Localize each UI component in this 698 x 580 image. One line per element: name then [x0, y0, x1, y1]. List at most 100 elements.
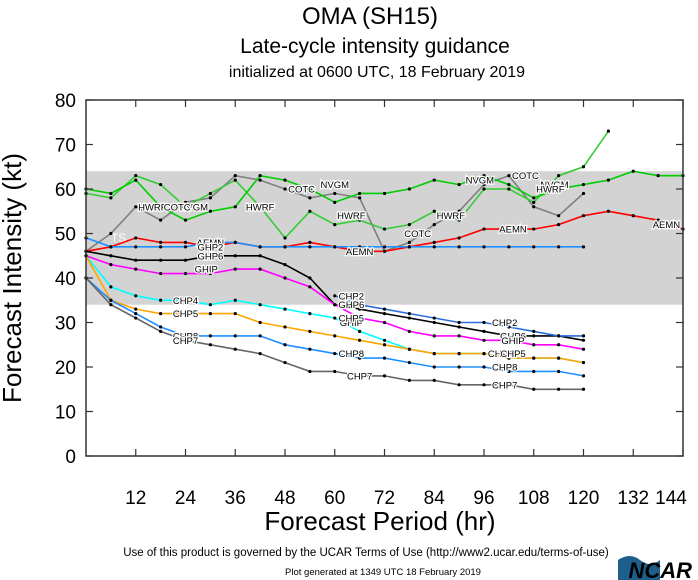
data-point-cotc: [656, 174, 660, 178]
data-point-chp7: [382, 374, 387, 378]
data-point-chp2: [358, 303, 362, 307]
data-point-ghip: [532, 343, 536, 347]
data-point-cotc: [482, 174, 486, 178]
data-point-hwrf: [507, 187, 511, 191]
data-point-chp4: [134, 294, 138, 298]
data-point-hwrf: [432, 209, 436, 213]
data-point-ghp6: [482, 329, 486, 333]
data-point-chp2: [333, 294, 337, 298]
data-point-chp4: [382, 338, 387, 342]
data-point-chp8: [208, 334, 212, 338]
data-point-ghp2: [532, 245, 536, 249]
series-label-hwrf: HWRF: [138, 202, 167, 213]
data-point-nvgm: [581, 191, 586, 196]
series-label-aemn: AEMN: [197, 238, 225, 249]
data-point-ghp2: [358, 245, 362, 249]
x-tick-label: 132: [617, 488, 649, 509]
data-point-nvgm: [532, 205, 536, 209]
data-point-cotc: [606, 178, 610, 182]
series-label-hwrf: HWRF: [246, 202, 275, 213]
series-label-chp7: CHP7: [347, 371, 372, 382]
data-point-chp8: [159, 325, 163, 329]
data-point-aemn: [606, 209, 610, 213]
logo-swoosh-icon: [618, 556, 660, 580]
data-point-chp5: [432, 352, 436, 356]
x-tick-label: 144: [655, 488, 687, 509]
logo-wordmark: NCAR: [628, 558, 692, 580]
data-point-chp5: [283, 325, 287, 329]
data-point-ghip: [358, 316, 362, 320]
data-point-chp4: [233, 298, 237, 302]
data-point-nvgm: [109, 231, 113, 236]
data-point-chp7: [482, 383, 486, 387]
data-point-chp4: [183, 298, 188, 302]
data-point-ghp6: [308, 276, 312, 280]
data-point-hwrf: [208, 191, 212, 196]
series-label-hwrf: HWRF: [437, 211, 466, 222]
data-point-cotc: [457, 182, 461, 187]
data-point-ghip: [183, 271, 188, 276]
y-axis-title: Forecast Intensity (kt): [0, 153, 27, 403]
data-point-ghip: [482, 338, 486, 342]
data-point-chp7: [134, 316, 138, 320]
data-point-chp4: [358, 329, 362, 333]
series-label-aemn: AEMN: [499, 225, 527, 236]
data-point-cotc: [308, 187, 312, 191]
data-point-chp7: [358, 374, 362, 378]
data-point-nvgm: [258, 178, 262, 182]
data-point-chp7: [507, 383, 511, 387]
data-point-ghp6: [233, 254, 237, 258]
data-point-aemn: [159, 240, 163, 244]
data-point-ghip: [159, 271, 163, 276]
data-point-aemn: [432, 240, 436, 244]
data-point-chp4: [258, 303, 262, 307]
data-point-hwrf: [457, 218, 461, 222]
data-point-hwrf: [358, 218, 362, 222]
data-point-ghp6: [382, 312, 387, 316]
data-point-nvgm: [482, 182, 486, 187]
data-point-nvgm: [308, 196, 312, 200]
data-point-cotc: [208, 209, 212, 213]
data-point-chp4: [333, 316, 337, 320]
data-point-chp8: [283, 343, 287, 347]
data-point-ghp2: [233, 240, 237, 244]
data-point-ghp6: [159, 258, 163, 262]
data-point-chp2: [482, 320, 486, 325]
data-point-chp8: [134, 312, 138, 316]
data-point-cotc: [333, 200, 337, 204]
data-point-ghp2: [134, 245, 138, 249]
data-point-hwrf: [382, 227, 387, 231]
data-point-aemn: [457, 236, 461, 240]
data-point-chp5: [208, 312, 212, 316]
data-point-chp2: [581, 334, 586, 338]
series-label-ghp2: GHP2: [197, 242, 223, 253]
x-tick-label: 84: [424, 488, 446, 509]
x-tick-label: 36: [225, 488, 246, 509]
data-point-ghp6: [208, 254, 212, 258]
data-point-cotc: [233, 205, 237, 209]
data-point-chp8: [557, 369, 561, 374]
data-point-cotc: [183, 218, 188, 222]
series-line-hwrf: [85, 130, 610, 240]
series-label-chp5: CHP5: [500, 349, 525, 360]
data-point-ghp6: [258, 254, 262, 258]
data-point-chp7: [159, 329, 163, 333]
data-point-chp4: [159, 298, 163, 302]
data-point-chp8: [532, 369, 536, 374]
data-point-chp5: [183, 312, 188, 316]
data-point-chp7: [407, 378, 411, 382]
series-label-ghip: GHIP: [340, 318, 363, 329]
data-point-nvgm: [134, 205, 138, 209]
data-point-cotc: [283, 178, 287, 182]
series-label-chp7: CHP7: [492, 380, 517, 391]
model-series: [84, 129, 685, 391]
data-point-chp8: [507, 369, 511, 374]
data-point-nvgm: [557, 214, 561, 218]
data-point-chp5: [159, 312, 163, 316]
series-label-ghip: GHIP: [195, 265, 218, 276]
data-point-aemn: [581, 214, 586, 218]
series-label-chp8: CHP8: [173, 331, 198, 342]
series-label-chp4: CHP4: [173, 296, 198, 307]
series-label-cotc: COTC: [164, 202, 191, 213]
